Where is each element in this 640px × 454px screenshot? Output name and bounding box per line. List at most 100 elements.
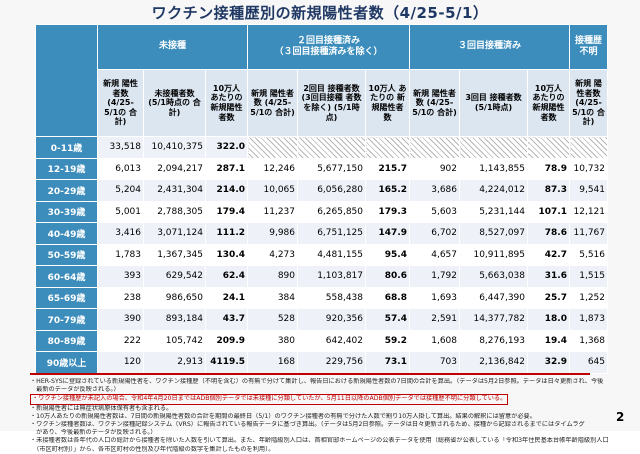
subheader-cell: 10万人 あたりの 新規陽性者数 (365, 69, 410, 137)
value-cell: 3,071,124 (143, 222, 206, 245)
value-cell: 4,224,012 (459, 179, 528, 202)
subheader-cell: 新規 陽性者数 (4/25- 5/1の 合計) (247, 69, 298, 137)
value-cell: 95.4 (365, 243, 410, 266)
value-cell: 11,767 (569, 222, 608, 245)
value-cell: 78.9 (527, 157, 570, 180)
value-cell: 703 (409, 351, 460, 374)
value-cell: 14,377,782 (459, 308, 528, 331)
table-row: 65-69歳 238 986,650 24.1 384 558,438 68.8 1,693 6… (35, 286, 608, 309)
age-cell: 0-11歳 (35, 136, 98, 159)
age-cell: 12-19歳 (35, 157, 98, 180)
age-cell: 20-29歳 (35, 179, 98, 202)
age-header-blank (35, 24, 98, 137)
footnotes: ・HER-SYSに登録されている新規陽性者を、ワクチン接種歴（不明を含む）の有無… (30, 378, 620, 454)
value-cell: 62.4 (205, 265, 248, 288)
note-line: ・HER-SYSに登録されている新規陽性者を、ワクチン接種歴（不明を含む）の有無… (30, 378, 604, 385)
value-cell: 5,677,150 (297, 157, 366, 180)
value-cell: 78.6 (527, 222, 570, 245)
value-cell: 2,591 (409, 308, 460, 331)
value-cell: 1,783 (97, 243, 144, 266)
age-cell: 90歳以上 (35, 351, 98, 374)
value-cell: 2,913 (143, 351, 206, 374)
value-cell: 12,246 (247, 157, 298, 180)
value-cell: 32.9 (527, 351, 570, 374)
group-header-row: 未接種 ２回目接種済み （３回目接種済みを除く） ３回目接種済み 接種歴 不明 (35, 24, 608, 137)
slide-frame: ワクチン接種歴別の新規陽性者数（4/25-5/1） 未接種 ２回目接種済み （３… (30, 4, 625, 453)
value-cell: 18.0 (527, 308, 570, 331)
value-cell: 2,431,304 (143, 179, 206, 202)
subheader-cell: 新規 陽性者数 (4/25- 5/1の 合計) (569, 69, 608, 137)
value-cell: 179.4 (205, 200, 248, 223)
table-row: 70-79歳 390 893,184 43.7 528 920,356 57.4 2,591 1… (35, 308, 608, 331)
value-cell: 4,657 (409, 243, 460, 266)
value-cell: 24.1 (205, 286, 248, 309)
highlight-underline (30, 373, 590, 375)
value-cell: 893,184 (143, 308, 206, 331)
table-row: 30-39歳 5,001 2,788,305 179.4 11,237 6,265,850… (35, 200, 608, 223)
value-cell: 645 (569, 351, 608, 374)
value-cell: 1,103,817 (297, 265, 366, 288)
value-cell: 57.4 (365, 308, 410, 331)
value-cell: 3,686 (409, 179, 460, 202)
value-cell: 1,252 (569, 286, 608, 309)
value-cell: 222 (97, 329, 144, 352)
value-cell: 1,515 (569, 265, 608, 288)
value-cell: 229,756 (297, 351, 366, 374)
value-cell (569, 136, 608, 159)
subheader-cell: 3回目 接種者数 (5/1時点) (459, 69, 528, 137)
table-body: 0-11歳 33,518 10,410,375 322.0 12-19歳 6,013 2,0… (35, 136, 608, 374)
value-cell: 629,542 (143, 265, 206, 288)
value-cell: 1,367,345 (143, 243, 206, 266)
sub-header-row: 新規 陽性者数 (4/25- 5/1の 合計) 未接種者数 (5/1時点の 合計… (36, 69, 608, 137)
value-cell: 209.9 (205, 329, 248, 352)
value-cell: 68.8 (365, 286, 410, 309)
value-cell: 10,410,375 (143, 136, 206, 159)
value-cell: 1,143,855 (459, 157, 528, 180)
group-unvaccinated: 未接種 (97, 24, 248, 70)
value-cell: 322.0 (205, 136, 248, 159)
value-cell: 43.7 (205, 308, 248, 331)
age-cell: 65-69歳 (35, 286, 98, 309)
table-row: 40-49歳 3,416 3,071,124 111.2 9,986 6,751,125 1… (35, 222, 608, 245)
value-cell: 10,732 (569, 157, 608, 180)
value-cell: 80.6 (365, 265, 410, 288)
value-cell: 287.1 (205, 157, 248, 180)
value-cell: 5,204 (97, 179, 144, 202)
note-line: ・新規陽性者には無症状病原体保有者も含まれる。 (30, 404, 173, 412)
value-cell: 130.4 (205, 243, 248, 266)
value-cell: 8,276,193 (459, 329, 528, 352)
value-cell: 147.9 (365, 222, 410, 245)
value-cell: 390 (97, 308, 144, 331)
value-cell (365, 136, 410, 159)
table-row: 80-89歳 222 105,742 209.9 380 642,402 59.2 1,608… (35, 329, 608, 352)
group-label: ３回目接種済み (457, 41, 521, 52)
value-cell: 5,231,144 (459, 200, 528, 223)
value-cell: 10,065 (247, 179, 298, 202)
value-cell: 238 (97, 286, 144, 309)
value-cell: 19.4 (527, 329, 570, 352)
value-cell: 73.1 (365, 351, 410, 374)
value-cell: 10,911,895 (459, 243, 528, 266)
value-cell: 4,481,155 (297, 243, 366, 266)
value-cell: 2,788,305 (143, 200, 206, 223)
table-row: 60-64歳 393 629,542 62.4 890 1,103,817 80.6 1,79… (35, 265, 608, 288)
value-cell: 380 (247, 329, 298, 352)
value-cell (459, 136, 528, 159)
age-cell: 50-59歳 (35, 243, 98, 266)
subheader-cell: 新規 陽性者数 (4/25- 5/1の 合計) (409, 69, 460, 137)
value-cell: 42.7 (527, 243, 570, 266)
value-cell: 558,438 (297, 286, 366, 309)
value-cell: 3,416 (97, 222, 144, 245)
table-row: 20-29歳 5,204 2,431,304 214.0 10,065 6,056,280… (35, 179, 608, 202)
value-cell: 9,986 (247, 222, 298, 245)
value-cell: 1,873 (569, 308, 608, 331)
value-cell: 120 (97, 351, 144, 374)
value-cell: 11,237 (247, 200, 298, 223)
group-second-dose: ２回目接種済み （３回目接種済みを除く） (247, 24, 410, 70)
value-cell: 6,013 (97, 157, 144, 180)
value-cell: 214.0 (205, 179, 248, 202)
value-cell: 902 (409, 157, 460, 180)
value-cell: 111.2 (205, 222, 248, 245)
value-cell: 890 (247, 265, 298, 288)
value-cell: 31.6 (527, 265, 570, 288)
